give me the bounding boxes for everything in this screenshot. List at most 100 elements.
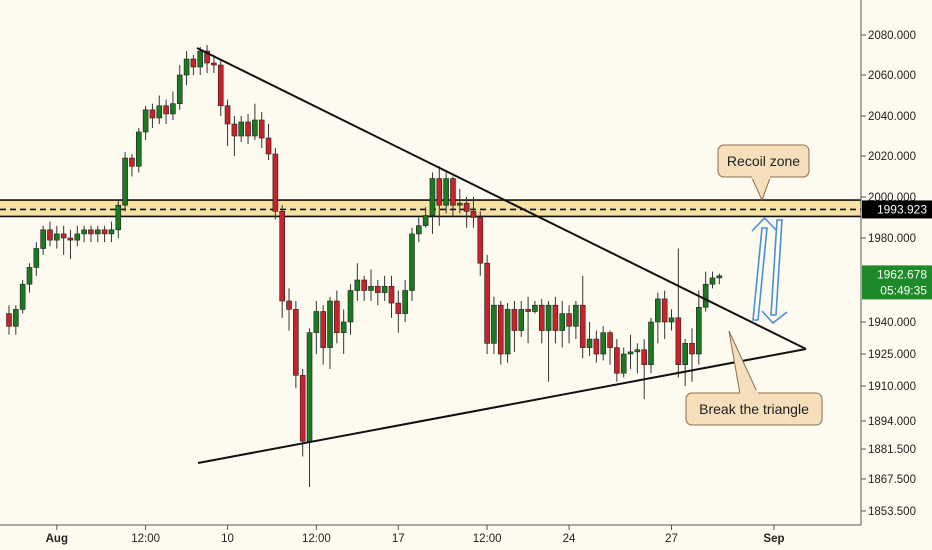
y-tick-label: 1894.000 [868,416,916,428]
candle-body [566,313,572,327]
candle-body [525,309,531,312]
candle-body [340,321,347,333]
candle-body [559,313,566,331]
candle-body [238,121,245,137]
candle-body [668,317,675,323]
candle-body [518,309,525,331]
candle-body [279,211,286,302]
candle-body [614,347,620,374]
price-axis[interactable]: 2080.0002060.0002040.0002020.0002000.000… [861,30,916,518]
candle-body [634,349,641,353]
candle-body [409,233,415,291]
candle-body [593,338,600,355]
descending-trendline[interactable] [196,47,807,350]
candle-body [67,237,74,241]
candle-body [443,178,449,206]
y-tick-label: 1910.000 [868,381,916,393]
candle-body [47,229,53,241]
candle-body [702,283,709,308]
candle-body [170,103,176,115]
candle-body [361,279,367,291]
candle-body [204,50,210,64]
recoil-zone-callout[interactable]: Recoil zone [717,144,810,202]
y-tick-label: 2040.000 [868,111,916,123]
candle-body [142,109,149,133]
candle-body [320,311,326,348]
candle-body [716,275,723,279]
candle-body [94,229,101,235]
up-arrow-icon [752,227,768,321]
x-tick-label: 12:00 [131,533,160,545]
candles [6,45,723,487]
candle-body [258,119,265,139]
y-tick-label: 1940.000 [868,317,916,329]
candle-body [40,229,46,249]
candle-body [402,290,408,314]
candle-body [415,225,422,235]
candle-body [19,283,26,310]
candle-body [156,105,163,119]
candle-body [648,321,654,365]
candle-body [491,304,497,344]
time-axis[interactable]: Aug 12:00 10 12:00 17 12:00 24 27 Sep [46,525,785,545]
candle-body [381,285,388,293]
candle-body [552,304,559,331]
candle-body [6,313,12,327]
candle-body [183,58,190,76]
candle-body [436,178,443,206]
break-triangle-label: Break the triangle [699,401,809,417]
level-price-badge: 1993.923 [862,200,932,219]
candle-body [149,109,156,119]
candle-body [375,285,381,293]
candle-body [313,311,320,333]
candle-body [368,285,374,291]
candle-body [217,64,224,107]
candle-body [538,304,545,331]
x-tick-label: 10 [221,533,234,545]
projection-arrows [751,216,788,325]
candle-body [675,317,682,365]
break-triangle-callout[interactable]: Break the triangle [685,330,823,426]
level-price-label: 1993.923 [877,202,927,216]
candle-body [573,304,579,327]
candle-body [286,300,292,310]
candle-body [129,157,135,167]
candle-body [88,229,94,235]
x-tick-label: 24 [563,533,576,545]
candle-body [456,202,463,206]
candle-body [388,285,395,304]
candle-body [477,217,484,264]
candle-body [272,153,279,212]
candle-body [463,202,470,212]
current-price-label: 1962.678 [877,267,927,281]
candle-body [122,157,128,206]
y-tick-label: 2020.000 [868,151,916,163]
y-tick-label: 1980.000 [868,233,916,245]
y-tick-label: 2080.000 [868,30,916,42]
candle-body [231,123,238,137]
candle-body [689,343,695,355]
candle-body [627,351,634,355]
candle-body [450,178,456,206]
candle-body [26,267,33,285]
candle-body [470,211,477,218]
candle-body [327,300,333,348]
candle-body [60,233,67,239]
candle-body [252,119,258,137]
candle-body [620,353,627,374]
candle-body [422,215,429,226]
candle-body [497,304,504,355]
candle-body [176,74,183,105]
ascending-trendline[interactable] [197,348,807,464]
down-arrow-head-icon [761,310,788,325]
candle-body [484,262,490,344]
recoil-zone-label: Recoil zone [727,153,800,169]
candle-body [81,229,87,235]
candle-body [586,338,593,348]
y-tick-label: 2060.000 [868,70,916,82]
candle-body [429,178,436,216]
candle-body [211,62,217,66]
candle-body [696,306,702,355]
candle-body [395,302,402,314]
